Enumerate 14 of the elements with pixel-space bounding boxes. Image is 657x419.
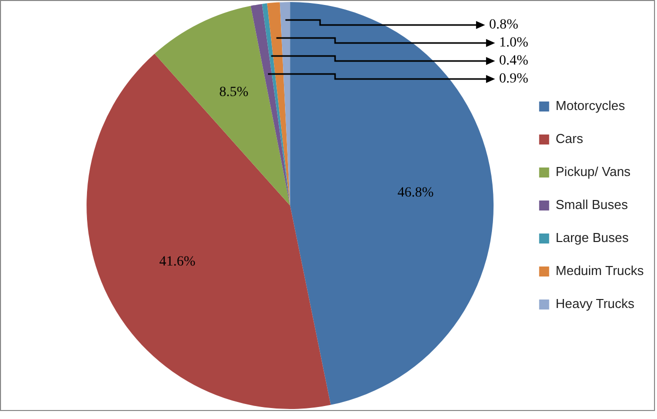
legend-label: Pickup/ Vans bbox=[556, 164, 632, 180]
legend-label: Heavy Trucks bbox=[556, 296, 635, 312]
legend-label: Motorcycles bbox=[556, 98, 626, 114]
data-label: 46.8% bbox=[398, 186, 434, 201]
data-label: 8.5% bbox=[219, 85, 249, 100]
data-label: 1.0% bbox=[499, 36, 529, 51]
data-label: 0.9% bbox=[499, 72, 529, 87]
legend-label: Small Buses bbox=[556, 197, 628, 212]
legend-label: Large Buses bbox=[556, 230, 630, 246]
legend-label: Meduim Trucks bbox=[556, 263, 644, 278]
data-label: 0.8% bbox=[489, 18, 519, 33]
data-label: 0.4% bbox=[499, 54, 529, 69]
data-label: 41.6% bbox=[159, 254, 196, 270]
legend-label: Cars bbox=[556, 131, 584, 146]
